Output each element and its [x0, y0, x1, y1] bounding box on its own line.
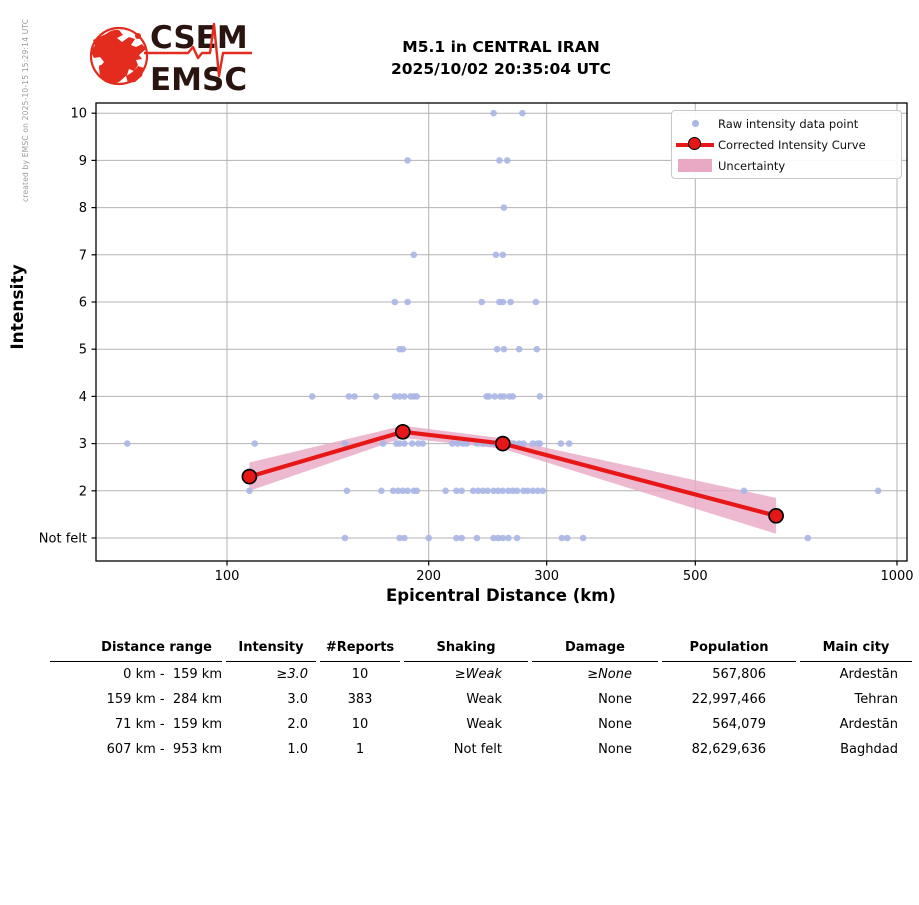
table-cell: 1	[355, 742, 365, 757]
table-cell: Not felt	[453, 742, 502, 757]
legend-item-curve: Corrected Intensity Curve	[672, 134, 901, 155]
table-cell: 607 km - 953 km	[106, 742, 222, 757]
table-cell: 159 km - 284 km	[106, 692, 222, 707]
uncertainty-patch-icon	[672, 159, 718, 172]
table-cell: 2.0	[287, 717, 308, 732]
intensity-chart: 100 200 300 500 1000 Not felt 2 3 4 5 6 7 8 9 10	[39, 102, 914, 584]
table-cell: ≥Weak	[454, 667, 502, 682]
col-header-shaking: Shaking	[404, 640, 528, 662]
svg-text:9: 9	[79, 154, 87, 169]
col-header-main-city: Main city	[800, 640, 912, 662]
table-cell: 10	[351, 667, 369, 682]
table-cell: 82,629,636	[691, 742, 766, 757]
table-cell: Weak	[466, 692, 502, 707]
y-axis-label: Intensity	[8, 264, 28, 350]
table-cell: 3.0	[287, 692, 308, 707]
table-cell: Baghdad	[840, 742, 898, 757]
table-cell: 10	[351, 717, 369, 732]
svg-text:7: 7	[79, 248, 87, 263]
table-cell: 567,806	[712, 667, 766, 682]
table-cell: Weak	[466, 717, 502, 732]
table-cell: Tehran	[854, 692, 898, 707]
svg-text:Not felt: Not felt	[39, 532, 87, 547]
col-header-damage: Damage	[532, 640, 658, 662]
col-header-reports: #Reports	[320, 640, 400, 662]
table-cell: 71 km - 159 km	[114, 717, 222, 732]
raw-point-icon	[672, 120, 718, 127]
col-header-distance-range: Distance range	[50, 640, 222, 662]
svg-text:3: 3	[79, 437, 87, 452]
emsc-logo: CSEM EMSC	[89, 20, 252, 98]
table-cell: ≥None	[587, 667, 632, 682]
svg-text:2: 2	[79, 484, 87, 499]
table-cell: 22,997,466	[691, 692, 766, 707]
legend-item-uncertainty: Uncertainty	[672, 155, 901, 176]
legend-item-raw: Raw intensity data point	[672, 113, 901, 134]
svg-text:1000: 1000	[880, 569, 913, 584]
table-cell: 383	[347, 692, 373, 707]
table-cell: None	[598, 742, 632, 757]
x-axis-label: Epicentral Distance (km)	[386, 586, 616, 605]
title-datetime: 2025/10/02 20:35:04 UTC	[390, 60, 612, 78]
col-header-population: Population	[662, 640, 796, 662]
svg-text:200: 200	[416, 569, 441, 584]
svg-text:6: 6	[79, 296, 87, 311]
svg-text:300: 300	[534, 569, 559, 584]
intensity-summary-table: Distance range Intensity #Reports Shakin…	[50, 640, 912, 762]
table-cell: Ardestān	[839, 717, 898, 732]
table-cell: 1.0	[287, 742, 308, 757]
logo-text-csem: CSEM	[150, 20, 248, 56]
title-event: M5.1 in CENTRAL IRAN	[402, 38, 600, 56]
table-cell: None	[598, 692, 632, 707]
svg-text:10: 10	[70, 107, 87, 122]
table-cell: 0 km - 159 km	[123, 667, 222, 682]
seismogram-trace-icon	[144, 22, 252, 78]
table-cell: 564,079	[712, 717, 766, 732]
svg-text:4: 4	[79, 390, 87, 405]
curve-line-icon	[672, 137, 718, 152]
svg-text:100: 100	[215, 569, 240, 584]
chart-legend: Raw intensity data point Corrected Inten…	[671, 110, 902, 179]
globe-icon	[89, 26, 149, 86]
table-cell: Ardestān	[839, 667, 898, 682]
page-title: M5.1 in CENTRAL IRAN 2025/10/02 20:35:04…	[300, 36, 702, 80]
svg-text:5: 5	[79, 343, 87, 358]
svg-text:8: 8	[79, 201, 87, 216]
table-cell: ≥3.0	[276, 667, 308, 682]
table-cell: None	[598, 717, 632, 732]
col-header-intensity: Intensity	[226, 640, 316, 662]
svg-text:500: 500	[683, 569, 708, 584]
logo-text-emsc: EMSC	[150, 62, 247, 98]
